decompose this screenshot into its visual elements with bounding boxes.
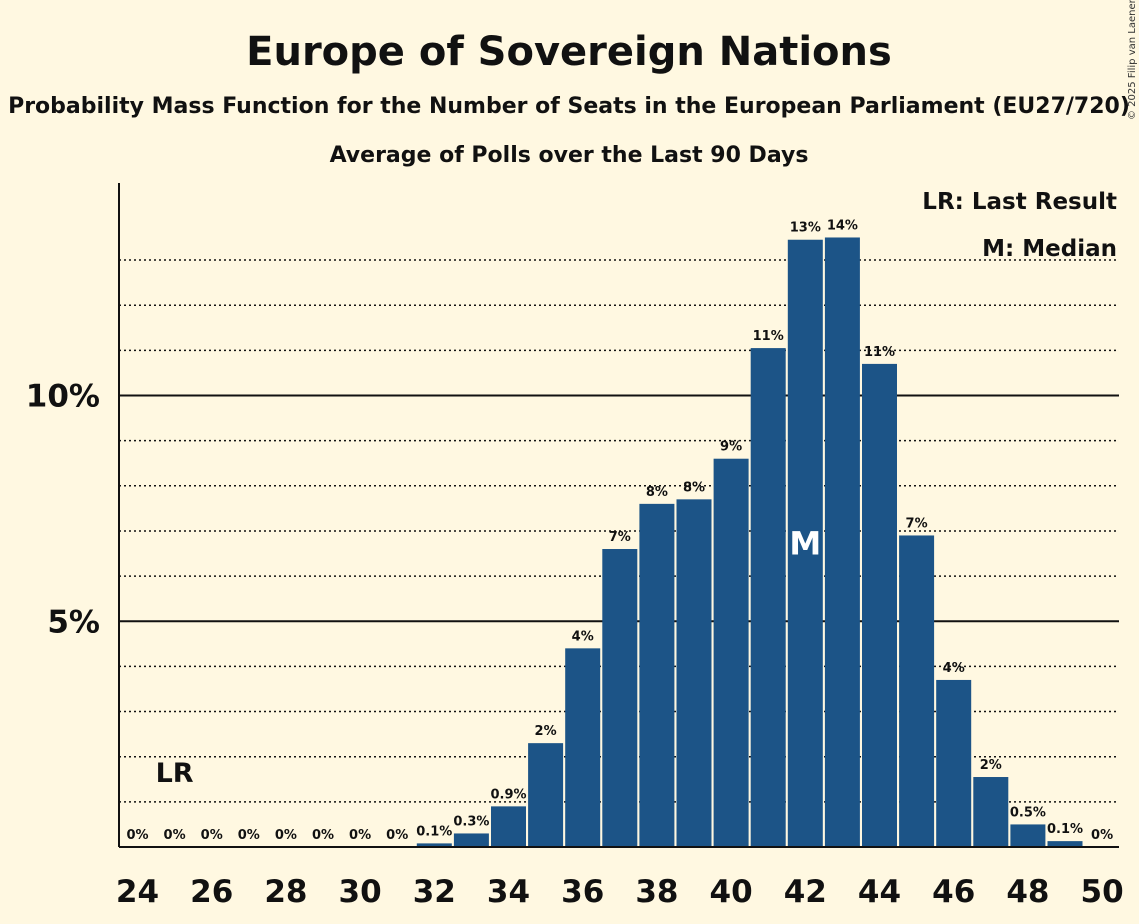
bar-value-label: 11% — [864, 345, 895, 360]
bar-value-label: 4% — [943, 661, 965, 676]
bar — [565, 648, 601, 847]
x-tick-label: 26 — [190, 874, 233, 910]
bar — [899, 535, 935, 847]
median-marker: M — [789, 524, 821, 562]
bar — [639, 503, 675, 847]
x-tick-label: 24 — [116, 874, 159, 910]
bar-value-label: 0% — [312, 828, 334, 843]
bar — [824, 237, 860, 848]
bar — [602, 549, 638, 847]
chart-title: Europe of Sovereign Nations — [246, 29, 892, 75]
bar-value-label: 0.1% — [1047, 822, 1083, 837]
y-tick-label: 5% — [47, 604, 100, 640]
bar-value-label: 0% — [201, 828, 223, 843]
legend-last-result: LR: Last Result — [922, 189, 1117, 215]
x-tick-labels: 24 26 28 30 32 34 36 38 40 42 44 46 48 50 — [116, 874, 1124, 910]
bar-value-label: 7% — [609, 530, 631, 545]
bar-value-label: 0% — [1091, 828, 1113, 843]
bar-value-label: 4% — [572, 629, 594, 644]
bar-value-label: 0.5% — [1010, 805, 1046, 820]
x-tick-label: 30 — [339, 874, 382, 910]
bar-value-label: 2% — [980, 758, 1002, 773]
x-tick-label: 36 — [561, 874, 604, 910]
bar-value-label: 0% — [349, 828, 371, 843]
y-tick-label: 10% — [26, 379, 100, 415]
x-tick-label: 46 — [932, 874, 975, 910]
bar — [453, 833, 489, 847]
bar — [528, 743, 564, 847]
bar-value-label: 8% — [646, 485, 668, 500]
bar — [1047, 841, 1083, 847]
bar-value-label: 0.9% — [490, 787, 526, 802]
copyright-notice: © 2025 Filip van Laenen — [1127, 0, 1138, 120]
bar-value-labels: 0% 0% 0% 0% 0% 0% 0% 0% 0.1%0.3%0.9%2%4%7%8% 8%9%… — [126, 218, 1113, 843]
bar — [787, 239, 823, 848]
bar-value-label: 9% — [720, 440, 742, 455]
x-tick-label: 40 — [710, 874, 753, 910]
x-tick-label: 38 — [635, 874, 678, 910]
x-tick-label: 34 — [487, 874, 530, 910]
chart-subtitle: Probability Mass Function for the Number… — [8, 94, 1130, 119]
bar — [862, 363, 897, 847]
bar-value-label: 0% — [164, 828, 186, 843]
bar — [750, 348, 786, 847]
bar-value-label: 2% — [535, 724, 557, 739]
x-tick-label: 48 — [1006, 874, 1049, 910]
legend-median: M: Median — [982, 236, 1117, 262]
bar — [973, 777, 1009, 847]
bar — [676, 499, 712, 847]
x-tick-label: 32 — [413, 874, 456, 910]
x-tick-label: 28 — [264, 874, 307, 910]
x-tick-label: 44 — [858, 874, 901, 910]
bar — [416, 843, 452, 847]
bar — [491, 806, 526, 847]
bar-value-label: 0% — [275, 828, 297, 843]
chart-subtitle-secondary: Average of Polls over the Last 90 Days — [330, 143, 809, 168]
bars — [416, 237, 1083, 848]
bar — [713, 458, 749, 847]
bar-value-label: 11% — [753, 329, 784, 344]
bar-value-label: 7% — [906, 516, 928, 531]
bar-value-label: 0% — [126, 828, 148, 843]
x-tick-label: 42 — [784, 874, 827, 910]
y-tick-labels: 5% 10% — [26, 379, 100, 641]
bar-value-label: 0% — [238, 828, 260, 843]
bar-value-label: 13% — [790, 221, 821, 236]
x-tick-label: 50 — [1081, 874, 1124, 910]
bar-value-label: 14% — [827, 218, 858, 233]
bar-value-label: 0% — [386, 828, 408, 843]
last-result-marker: LR — [156, 758, 194, 789]
bar — [1010, 824, 1046, 847]
bar-value-label: 0.3% — [453, 814, 489, 829]
bar — [936, 679, 972, 847]
bar-value-label: 8% — [683, 480, 705, 495]
bar-value-label: 0.1% — [416, 824, 452, 839]
